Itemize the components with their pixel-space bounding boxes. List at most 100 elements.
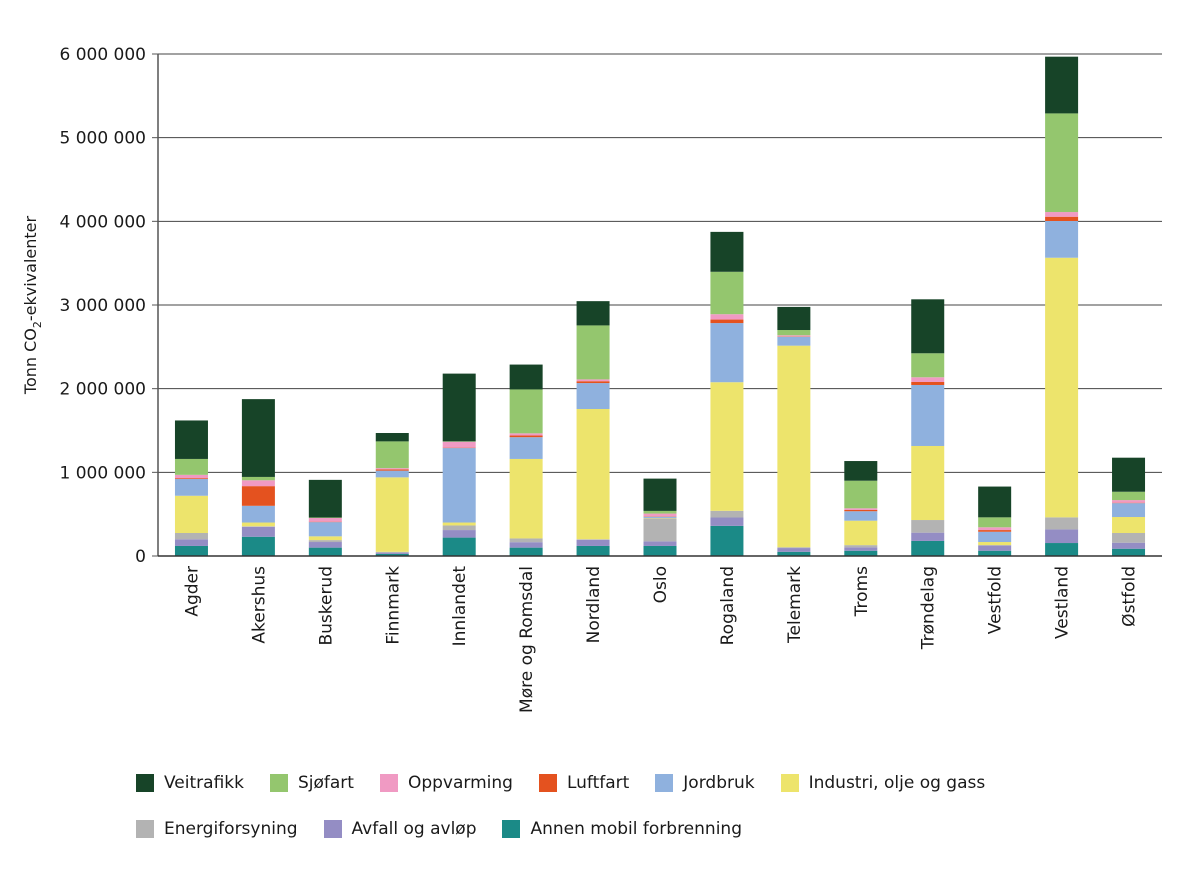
x-tick-label: Vestland <box>1053 566 1073 639</box>
bar-stack <box>576 301 610 556</box>
bar-stack <box>174 420 208 556</box>
legend-swatch <box>502 820 521 838</box>
bar-segment <box>442 448 476 523</box>
bar-segment <box>844 550 878 556</box>
bar-segment <box>576 379 610 382</box>
bar-segment <box>174 478 208 480</box>
bar-segment <box>509 364 543 390</box>
bar-segment <box>710 323 744 383</box>
bar-segment <box>576 325 610 380</box>
legend-row: Veitrafikk Sjøfart Oppvarming Luftfart Jordb… <box>136 768 1136 798</box>
bar-segment <box>1112 503 1146 518</box>
bar-segment <box>844 509 878 512</box>
bar-segment <box>241 536 275 556</box>
y-tick-label: 5 000 000 <box>59 129 146 149</box>
bar-stack <box>1112 457 1146 556</box>
legend-label: Veitrafikk <box>164 773 244 793</box>
bar-segment <box>911 532 945 541</box>
bar-segment <box>375 470 409 478</box>
bar-segment <box>643 478 677 511</box>
bar-segment <box>576 545 610 556</box>
y-tick-label: 6 000 000 <box>59 45 146 65</box>
bar-segment <box>643 516 677 518</box>
bar-segment <box>777 335 811 337</box>
bar-segment <box>375 441 409 469</box>
bar-segment <box>576 383 610 409</box>
bar-segment <box>978 530 1012 532</box>
bar-segment <box>1045 517 1079 530</box>
x-tick-label: Troms <box>852 566 872 617</box>
bar-segment <box>509 542 543 548</box>
bar-segment <box>844 547 878 551</box>
legend-item: Industri, olje og gass <box>780 773 985 793</box>
legend-swatch <box>379 774 398 792</box>
bar-segment <box>643 518 677 542</box>
bar-segment <box>308 540 342 543</box>
legend-row: Energiforsyning Avfall og avløp Annen mobi… <box>136 814 1136 844</box>
bar-segment <box>777 306 811 331</box>
bar-segment <box>710 517 744 526</box>
legend-swatch <box>136 820 154 838</box>
bar-segment <box>174 532 208 540</box>
bar-segment <box>777 336 811 346</box>
bar-segment <box>911 520 945 533</box>
bar-stack <box>375 433 409 556</box>
bar-segment <box>643 513 677 517</box>
bar-segment <box>643 541 677 546</box>
bar-segment <box>1045 56 1079 114</box>
bar-segment <box>710 319 744 324</box>
bar-segment <box>174 420 208 459</box>
bar-segment <box>241 486 275 506</box>
bar-segment <box>911 353 945 378</box>
bar-segment <box>241 480 275 487</box>
bar-segment <box>978 517 1012 528</box>
legend-item: Energiforsyning <box>136 819 298 839</box>
legend-item: Jordbruk <box>655 773 755 793</box>
bar-segment <box>509 458 543 539</box>
x-tick-label: Telemark <box>785 566 805 644</box>
bar-segment <box>1045 212 1079 217</box>
bar-segment <box>978 531 1012 543</box>
legend-label: Sjøfart <box>297 773 354 793</box>
legend-item: Avfall og avløp <box>323 819 477 839</box>
bar-segment <box>174 545 208 556</box>
bar-segment <box>911 384 945 446</box>
bar-segment <box>777 547 811 549</box>
bar-segment <box>1045 529 1079 544</box>
bar-stack <box>911 299 945 556</box>
bar-segment <box>442 522 476 526</box>
bar-segment <box>174 474 208 479</box>
bar-segment <box>576 301 610 326</box>
bar-segment <box>978 542 1012 546</box>
bar-segment <box>509 435 543 438</box>
bar-segment <box>442 525 476 531</box>
bar-segment <box>1112 532 1146 543</box>
bar-segment <box>442 537 476 556</box>
legend-label: Avfall og avløp <box>351 819 477 839</box>
x-tick-label: Finnmark <box>383 566 403 645</box>
bar-segment <box>643 545 677 556</box>
bar-segment <box>777 345 811 548</box>
legend-label: Energiforsyning <box>164 819 298 839</box>
x-tick-label: Østfold <box>1120 566 1140 627</box>
bar-segment <box>844 545 878 548</box>
bar-stack <box>643 478 677 556</box>
y-tick-label: 2 000 000 <box>59 380 146 400</box>
bar-segment <box>308 522 342 537</box>
bar-segment <box>844 508 878 510</box>
x-tick-label: Nordland <box>584 566 604 643</box>
gridlines <box>158 53 1162 473</box>
x-tick-label: Vestfold <box>986 566 1006 634</box>
y-axis-title: Tonn CO2-ekvivalenter <box>21 215 44 395</box>
bar-segment <box>375 551 409 553</box>
bar-segment <box>978 550 1012 556</box>
bar-segment <box>308 479 342 518</box>
bar-segment <box>978 545 1012 551</box>
bar-segment <box>375 552 409 554</box>
legend-swatch <box>269 774 288 792</box>
bar-stack <box>1045 56 1079 556</box>
bar-segment <box>643 510 677 514</box>
bar-segment <box>1045 220 1079 258</box>
bar-segment <box>442 373 476 442</box>
